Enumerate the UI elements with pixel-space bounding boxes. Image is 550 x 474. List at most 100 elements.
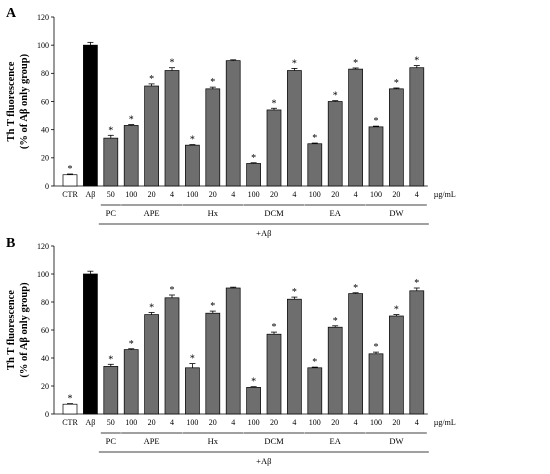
group-label: EA — [330, 436, 342, 446]
significance-star: * — [394, 305, 399, 316]
category-label: 4 — [415, 190, 419, 199]
category-label: 100 — [309, 190, 321, 199]
category-label: 4 — [354, 190, 358, 199]
y-tick-label: 80 — [41, 69, 49, 78]
bar — [103, 366, 119, 415]
bar — [164, 70, 180, 187]
bar — [62, 403, 78, 415]
bar — [287, 70, 302, 187]
significance-star: * — [170, 58, 175, 69]
category-label: Aβ — [85, 418, 95, 427]
category-label: CTR — [62, 190, 78, 199]
significance-star: * — [272, 322, 277, 333]
category-label: 4 — [231, 418, 235, 427]
bar — [287, 298, 302, 415]
bar — [185, 367, 200, 415]
category-label: 50 — [107, 190, 115, 199]
category-label: 100 — [125, 418, 137, 427]
group-label: DCM — [264, 208, 284, 218]
panel-b: B Th T fluorescence (% of Aβ only group) 0 2… — [6, 236, 456, 466]
bar — [307, 143, 323, 187]
bar — [225, 287, 241, 415]
bar — [144, 314, 159, 415]
group-label: APE — [144, 436, 160, 446]
significance-star: * — [68, 164, 73, 175]
category-label: 20 — [270, 190, 278, 199]
group-label: APE — [144, 208, 160, 218]
significance-star: * — [210, 77, 215, 88]
category-label: 4 — [292, 190, 296, 199]
bar — [368, 126, 384, 187]
category-label: 4 — [231, 190, 235, 199]
group-label: DCM — [264, 436, 284, 446]
y-tick-label: 120 — [37, 242, 49, 251]
treatment-label: +Aβ — [256, 456, 271, 466]
treatment-label: +Aβ — [256, 228, 271, 238]
category-label: 20 — [148, 190, 156, 199]
category-label: CTR — [62, 418, 78, 427]
bar — [246, 387, 261, 415]
bar — [266, 109, 282, 187]
y-tick-label: 60 — [41, 326, 49, 335]
y-tick-label: 40 — [41, 125, 49, 134]
significance-star: * — [170, 285, 175, 296]
category-label: 20 — [392, 190, 400, 199]
significance-star: * — [251, 153, 256, 164]
category-label: 20 — [148, 418, 156, 427]
significance-star: * — [108, 125, 113, 136]
bar — [389, 88, 404, 187]
unit-label: µg/mL — [434, 418, 456, 427]
significance-star: * — [190, 354, 195, 365]
category-label: 20 — [331, 418, 339, 427]
bar — [225, 60, 241, 187]
y-tick-label: 40 — [41, 354, 49, 363]
category-label: 100 — [186, 190, 198, 199]
significance-star: * — [414, 278, 419, 289]
bar — [144, 85, 159, 187]
category-label: 4 — [170, 418, 174, 427]
significance-star: * — [353, 283, 358, 294]
bar — [103, 137, 119, 187]
y-axis-title-line2: (% of Aβ only group) — [19, 282, 30, 378]
significance-star: * — [292, 287, 297, 298]
significance-star: * — [333, 316, 338, 327]
category-label: 20 — [392, 418, 400, 427]
bar — [62, 174, 78, 187]
group-label: PC — [106, 436, 117, 446]
y-tick-label: 100 — [37, 270, 49, 279]
bar — [83, 44, 98, 187]
y-tick-label: 0 — [45, 410, 49, 419]
y-tick-label: 20 — [41, 154, 49, 163]
category-label: 100 — [125, 190, 137, 199]
significance-star: * — [374, 342, 379, 353]
bar — [327, 326, 343, 415]
significance-star: * — [292, 58, 297, 69]
group-label: Hx — [208, 208, 219, 218]
y-tick-label: 100 — [37, 41, 49, 50]
significance-star: * — [312, 133, 317, 144]
category-label: 100 — [248, 418, 260, 427]
significance-star: * — [333, 91, 338, 102]
significance-star: * — [374, 116, 379, 127]
category-label: 20 — [331, 190, 339, 199]
unit-label: µg/mL — [434, 190, 456, 199]
significance-star: * — [108, 354, 113, 365]
bar — [246, 163, 261, 187]
group-label: EA — [330, 208, 342, 218]
y-tick-label: 60 — [41, 97, 49, 106]
y-axis-title-line1: Th T fluorescence — [6, 290, 17, 370]
panel-letter: A — [6, 6, 17, 21]
y-axis-title-line2: (% of Aβ only group) — [19, 53, 30, 149]
significance-star: * — [272, 98, 277, 109]
significance-star: * — [251, 377, 256, 388]
bar — [205, 88, 221, 187]
y-tick-label: 0 — [45, 182, 49, 191]
category-label: 50 — [107, 418, 115, 427]
bar — [327, 101, 343, 187]
category-label: 100 — [309, 418, 321, 427]
significance-star: * — [129, 115, 134, 126]
y-tick-label: 80 — [41, 298, 49, 307]
bar — [307, 367, 323, 415]
significance-star: * — [353, 58, 358, 69]
